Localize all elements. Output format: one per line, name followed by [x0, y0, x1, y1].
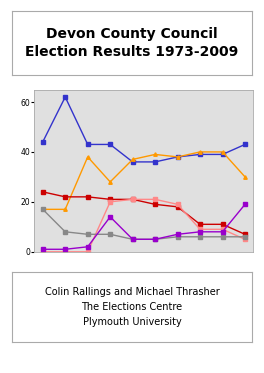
Text: Devon County Council
Election Results 1973-2009: Devon County Council Election Results 19… — [25, 27, 239, 59]
Text: Colin Rallings and Michael Thrasher
The Elections Centre
Plymouth University: Colin Rallings and Michael Thrasher The … — [45, 287, 219, 327]
